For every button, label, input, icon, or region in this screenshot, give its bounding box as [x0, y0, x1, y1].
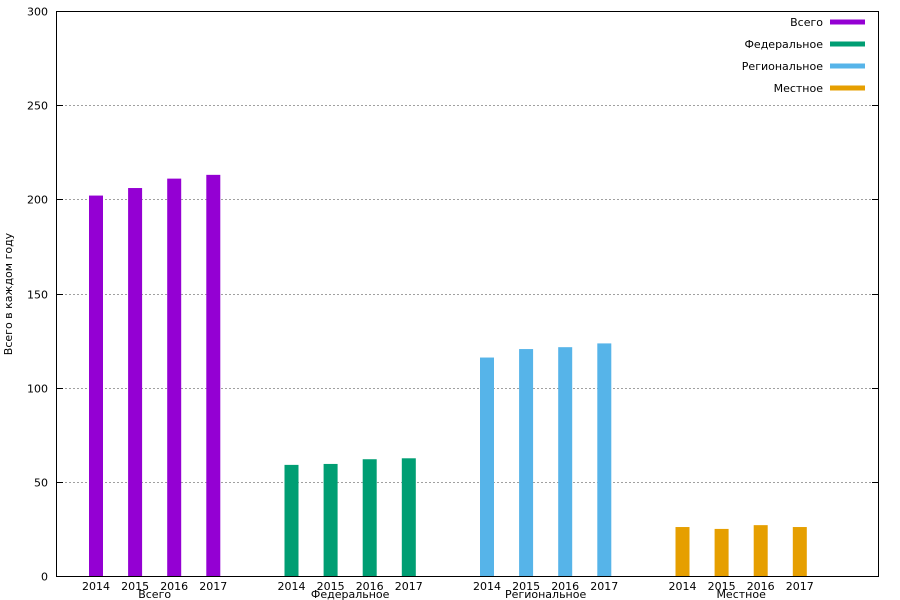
- bar: [89, 195, 103, 577]
- bar: [792, 527, 807, 576]
- x-tick-label: 2014: [82, 580, 110, 593]
- group-label: Федеральное: [311, 588, 390, 600]
- x-tick-label: 2017: [395, 580, 423, 593]
- x-tick-label: 2014: [278, 580, 306, 593]
- y-tick-label: 150: [27, 289, 48, 302]
- x-tick-label: 2014: [669, 580, 697, 593]
- x-tick-label: 2015: [317, 580, 345, 593]
- x-tick-label: 2016: [551, 580, 579, 593]
- x-tick-label: 2016: [747, 580, 775, 593]
- bar: [206, 174, 221, 576]
- bar: [128, 188, 143, 577]
- legend: Всего Федеральное Региональное Местное: [742, 16, 865, 95]
- bars: [89, 174, 807, 577]
- legend-label: Местное: [774, 82, 824, 95]
- y-tick-label: 100: [27, 383, 48, 396]
- legend-label: Региональное: [742, 60, 823, 73]
- bar: [558, 347, 573, 576]
- y-tick-label: 200: [27, 194, 48, 207]
- group-label: Всего: [138, 588, 171, 600]
- x-tick-label: 2015: [708, 580, 736, 593]
- bar: [284, 464, 299, 576]
- x-tick-label: 2017: [590, 580, 618, 593]
- x-tick-label: 2016: [356, 580, 384, 593]
- x-axis: 2014 2015 2016 2017 Всего 2014 2015 2016 2017 Фед…: [82, 580, 814, 600]
- y-tick-label: 50: [34, 477, 48, 490]
- x-tick-label: 2017: [786, 580, 814, 593]
- y-tick-label: 300: [27, 6, 48, 19]
- bar: [519, 349, 534, 576]
- bar: [480, 357, 494, 576]
- legend-label: Всего: [790, 16, 823, 29]
- y-axis-label: Всего в каждом году: [2, 232, 15, 355]
- bar: [714, 528, 729, 576]
- group-label: Местное: [716, 588, 766, 600]
- bar: [362, 459, 377, 576]
- bar: [597, 343, 612, 576]
- bar: [753, 525, 768, 576]
- x-tick-label: 2017: [199, 580, 227, 593]
- bar: [167, 178, 182, 576]
- bar: [675, 527, 690, 576]
- x-tick-label: 2014: [473, 580, 501, 593]
- plot-frame: [56, 11, 879, 577]
- bar: [323, 463, 338, 576]
- group-label: Региональное: [505, 588, 586, 600]
- grid-lines: [57, 105, 878, 483]
- y-axis: 0 50 100 150 200 250 300: [27, 6, 878, 584]
- y-tick-label: 250: [27, 100, 48, 113]
- legend-label: Федеральное: [744, 38, 823, 51]
- x-tick-label: 2016: [160, 580, 188, 593]
- bar: [401, 458, 416, 576]
- x-tick-label: 2015: [121, 580, 149, 593]
- x-tick-label: 2015: [512, 580, 540, 593]
- y-tick-label: 0: [41, 571, 48, 584]
